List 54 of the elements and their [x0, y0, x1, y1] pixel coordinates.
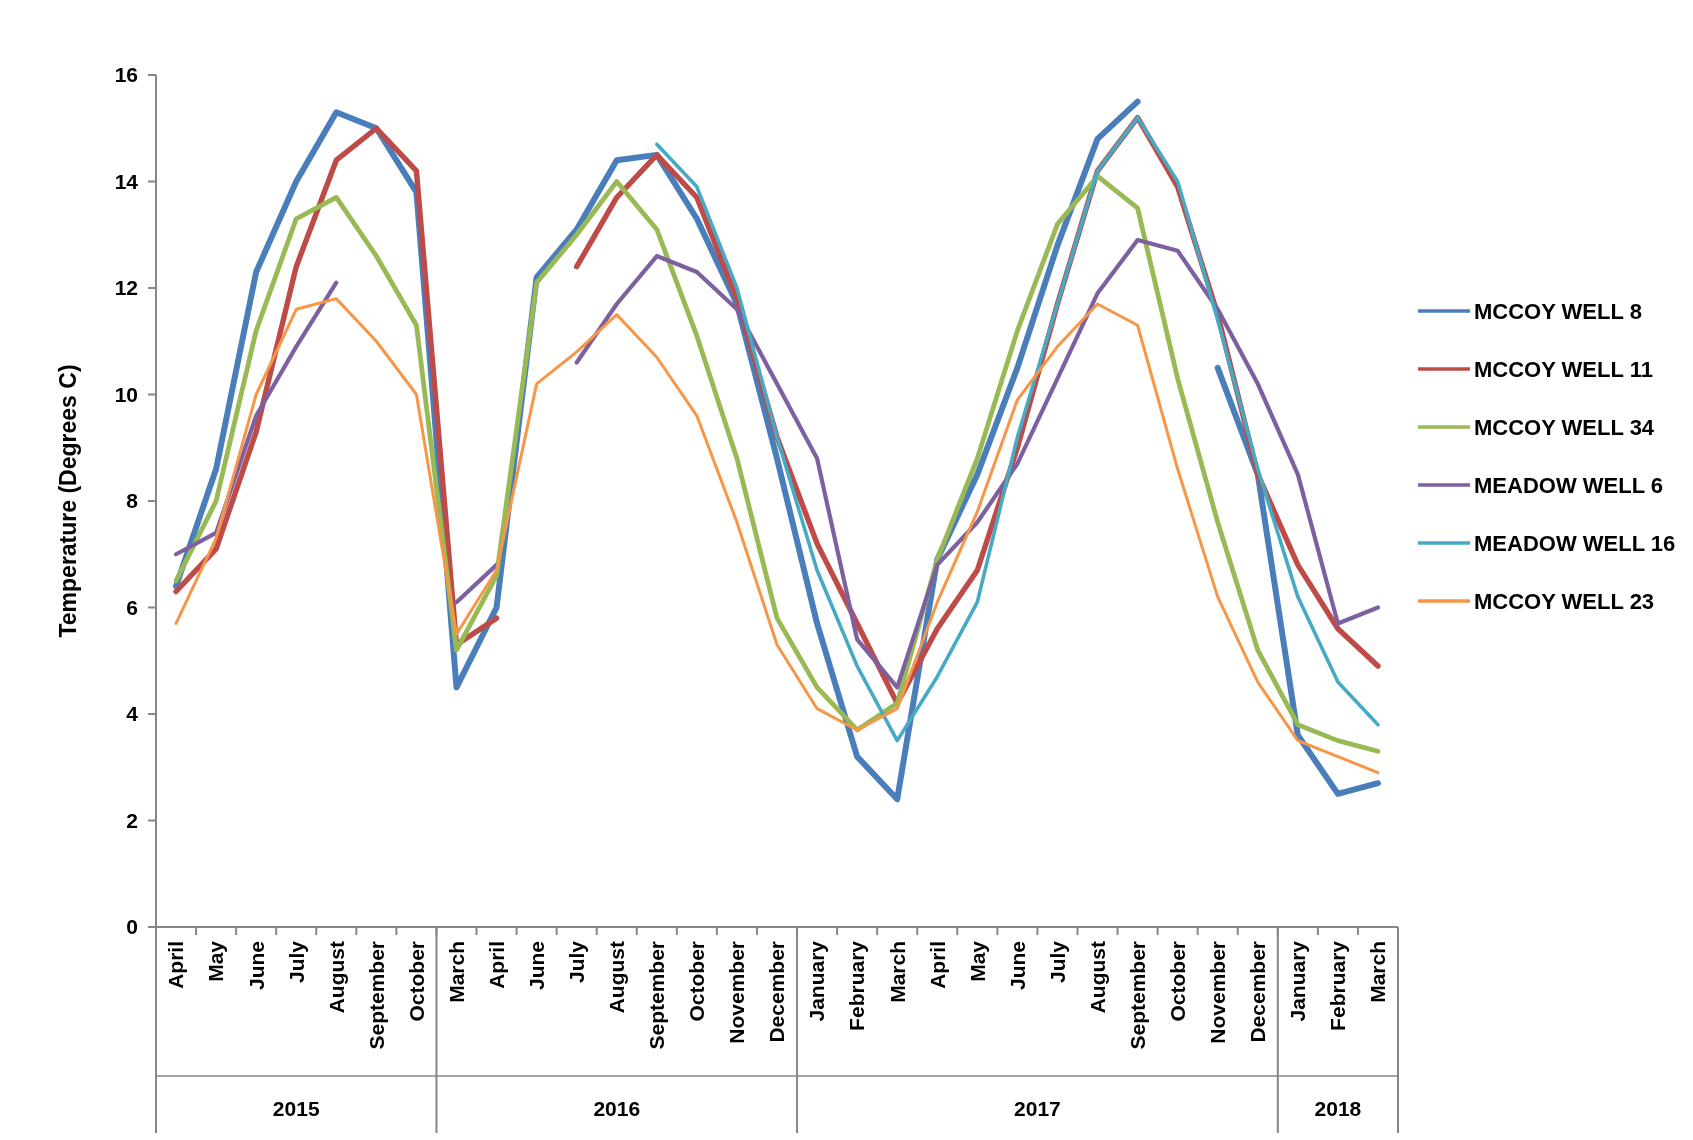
legend-label: MCCOY WELL 34	[1474, 414, 1655, 440]
x-tick-label: November	[725, 941, 749, 1044]
x-tick-label: July	[284, 940, 308, 984]
x-tick-label: June	[1005, 941, 1029, 991]
x-tick-label: August	[605, 941, 629, 1014]
y-tick-label: 4	[126, 702, 139, 726]
y-tick-label: 8	[126, 489, 139, 513]
x-tick-label: May	[204, 940, 228, 982]
line-series	[655, 115, 1380, 743]
x-tick-label: December	[765, 941, 789, 1043]
x-tick-label: September	[364, 941, 388, 1050]
y-tick-label: 0	[126, 915, 138, 939]
y-tick-label: 14	[114, 169, 139, 193]
x-tick-label: March	[885, 941, 909, 1003]
x-tick-label: May	[965, 940, 989, 982]
y-tick-label: 16	[114, 63, 138, 87]
x-tick-label: April	[925, 941, 949, 989]
text: 2015	[272, 1097, 320, 1120]
legend-label: MEADOW WELL 6	[1474, 472, 1664, 498]
legend-label: MCCOY WELL 11	[1474, 356, 1653, 382]
x-tick-label: April	[484, 941, 508, 989]
x-tick-label: January	[1286, 940, 1310, 1022]
x-tick-label: November	[1206, 941, 1230, 1044]
x-tick-label: March	[444, 941, 468, 1003]
legend-label: MCCOY WELL 23	[1474, 588, 1655, 614]
x-tick-label: July	[1045, 940, 1069, 984]
text: 2016	[593, 1097, 641, 1120]
x-tick-label: March	[1366, 941, 1390, 1003]
x-tick-label: August	[1085, 941, 1109, 1014]
legend-label: MEADOW WELL 16	[1474, 530, 1676, 556]
x-tick-label: October	[404, 941, 428, 1022]
x-tick-label: October	[685, 941, 709, 1022]
x-tick-label: October	[1166, 941, 1189, 1022]
y-axis-title: Temperature (Degrees C)	[55, 364, 81, 638]
x-tick-label: June	[244, 941, 268, 991]
x-tick-label: June	[524, 941, 548, 991]
x-tick-label: September	[645, 941, 669, 1050]
line-series	[174, 297, 1380, 775]
y-tick-label: 2	[126, 808, 138, 832]
x-tick-label: April	[164, 941, 188, 989]
x-tick-label: February	[845, 940, 869, 1031]
y-tick-label: 6	[126, 595, 138, 619]
legend-label: MCCOY WELL 8	[1474, 298, 1642, 324]
x-tick-label: July	[565, 940, 589, 984]
text: 2017	[1014, 1097, 1061, 1120]
x-tick-label: February	[1326, 940, 1350, 1031]
x-tick-label: January	[805, 940, 829, 1022]
x-tick-label: December	[1246, 941, 1270, 1043]
x-tick-label: August	[324, 941, 348, 1014]
text: 2018	[1314, 1097, 1362, 1120]
x-tick-label: September	[1125, 941, 1149, 1050]
y-tick-label: 10	[114, 382, 138, 406]
line-series	[173, 173, 1381, 754]
y-tick-label: 12	[114, 276, 138, 300]
